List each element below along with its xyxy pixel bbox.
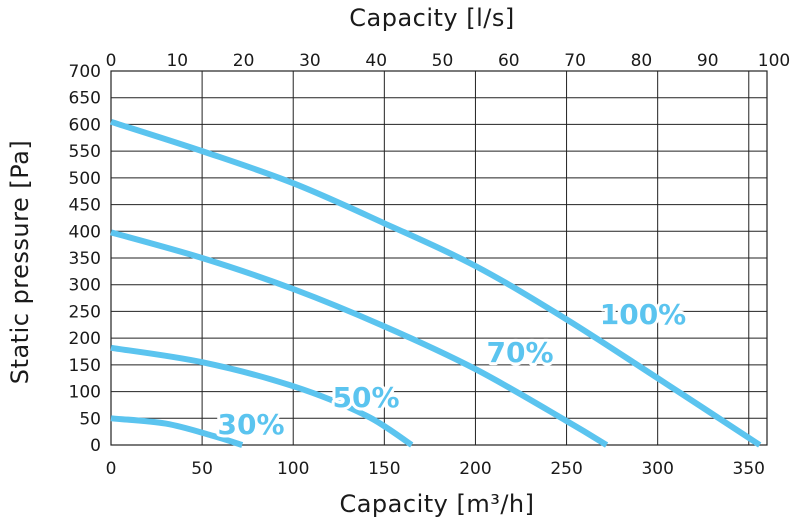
curve-label-halo: 100% [600,298,687,331]
x2-tick-label: 40 [365,51,387,71]
y-tick-label: 250 [69,302,101,322]
x2-tick-label: 80 [631,51,653,71]
curve-label-halo: 30% [217,408,284,441]
bottom-axis-title: Capacity [m³/h] [339,490,534,518]
x2-tick-label: 90 [697,51,719,71]
curve-label-100pct: 100% [600,298,687,331]
curve-70pct [110,229,609,448]
x-tick-label: 300 [641,459,673,479]
y-tick-label: 300 [69,276,101,296]
curve-30pct [110,415,244,448]
y-tick-label: 100 [69,383,101,403]
x2-tick-label: 20 [233,51,255,71]
y-tick-label: 500 [69,169,101,189]
curve-label-30pct: 30% [217,408,284,441]
top-axis-title: Capacity [l/s] [349,4,515,32]
curve-label-halo: 70% [486,336,553,369]
x-tick-label: 0 [106,459,117,479]
x2-tick-label: 60 [498,51,520,71]
plot-border [110,70,768,446]
y-tick-label: 450 [69,196,101,216]
tick-labels: 0501001502002503003504004505005506006507… [69,51,791,479]
curve-50pct [110,344,414,448]
x2-tick-label: 10 [166,51,188,71]
x-tick-label: 250 [550,459,582,479]
y-tick-label: 0 [90,436,101,456]
curve-label-50pct: 50% [332,381,399,414]
x-tick-label: 150 [368,459,400,479]
x-tick-label: 100 [277,459,309,479]
y-tick-label: 350 [69,249,101,269]
y-tick-label: 550 [69,142,101,162]
y-tick-label: 150 [69,356,101,376]
y-tick-label: 650 [69,89,101,109]
curve-labels: 100%100%70%70%50%50%30%30% [214,295,689,444]
x2-tick-label: 0 [106,51,117,71]
x2-tick-label: 100 [758,51,790,71]
y-tick-label: 200 [69,329,101,349]
x2-tick-label: 70 [564,51,586,71]
curve-100pct [110,118,762,448]
curves [110,118,762,448]
left-axis-title: Static pressure [Pa] [6,140,34,384]
y-tick-label: 600 [69,115,101,135]
y-tick-label: 400 [69,222,101,242]
x-tick-label: 350 [733,459,765,479]
grid [110,70,768,446]
y-tick-label: 700 [69,62,101,82]
x-tick-label: 50 [191,459,213,479]
curve-label-70pct: 70% [486,336,553,369]
x-tick-label: 200 [459,459,491,479]
y-tick-label: 50 [79,409,101,429]
curve-label-halo: 50% [332,381,399,414]
x2-tick-label: 50 [432,51,454,71]
x2-tick-label: 30 [299,51,321,71]
